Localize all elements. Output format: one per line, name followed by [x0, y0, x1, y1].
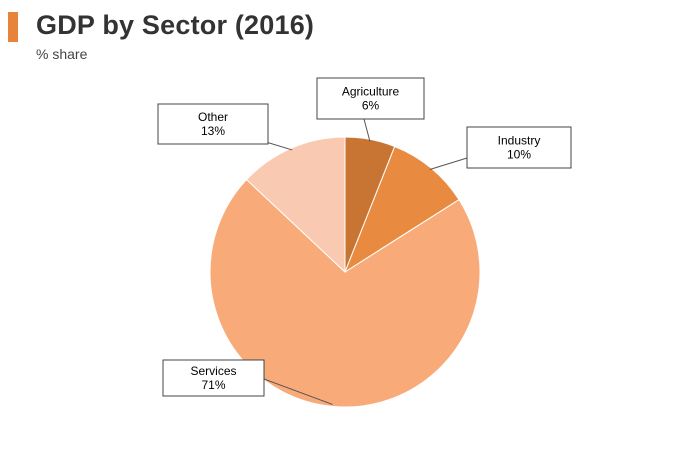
- title-accent-bar: [8, 12, 18, 42]
- slice-value-agriculture: 6%: [362, 99, 380, 113]
- pie-slice-industry: [343, 145, 460, 274]
- slice-label-industry: Industry: [498, 134, 541, 148]
- pie-slice-other: [245, 136, 346, 274]
- pie-slices: [209, 136, 481, 408]
- slice-value-services: 71%: [201, 378, 225, 392]
- slice-value-other: 13%: [201, 124, 225, 138]
- slice-label-services: Services: [190, 364, 236, 378]
- slice-label-other: Other: [198, 110, 228, 124]
- slice-value-industry: 10%: [507, 148, 531, 162]
- chart-subtitle: % share: [36, 46, 88, 62]
- leader-line-agriculture: [363, 118, 371, 142]
- leader-line-other: [265, 141, 293, 151]
- pie-slice-services: [209, 178, 481, 408]
- callout-box-services: [162, 359, 265, 397]
- callout-box-other: [157, 103, 269, 145]
- callout-box-agriculture: [316, 77, 425, 120]
- chart-title: GDP by Sector (2016): [36, 10, 315, 40]
- callout-box-industry: [466, 126, 572, 169]
- leader-line-industry: [429, 157, 468, 170]
- slice-label-agriculture: Agriculture: [342, 85, 400, 99]
- leader-line-services: [263, 378, 333, 405]
